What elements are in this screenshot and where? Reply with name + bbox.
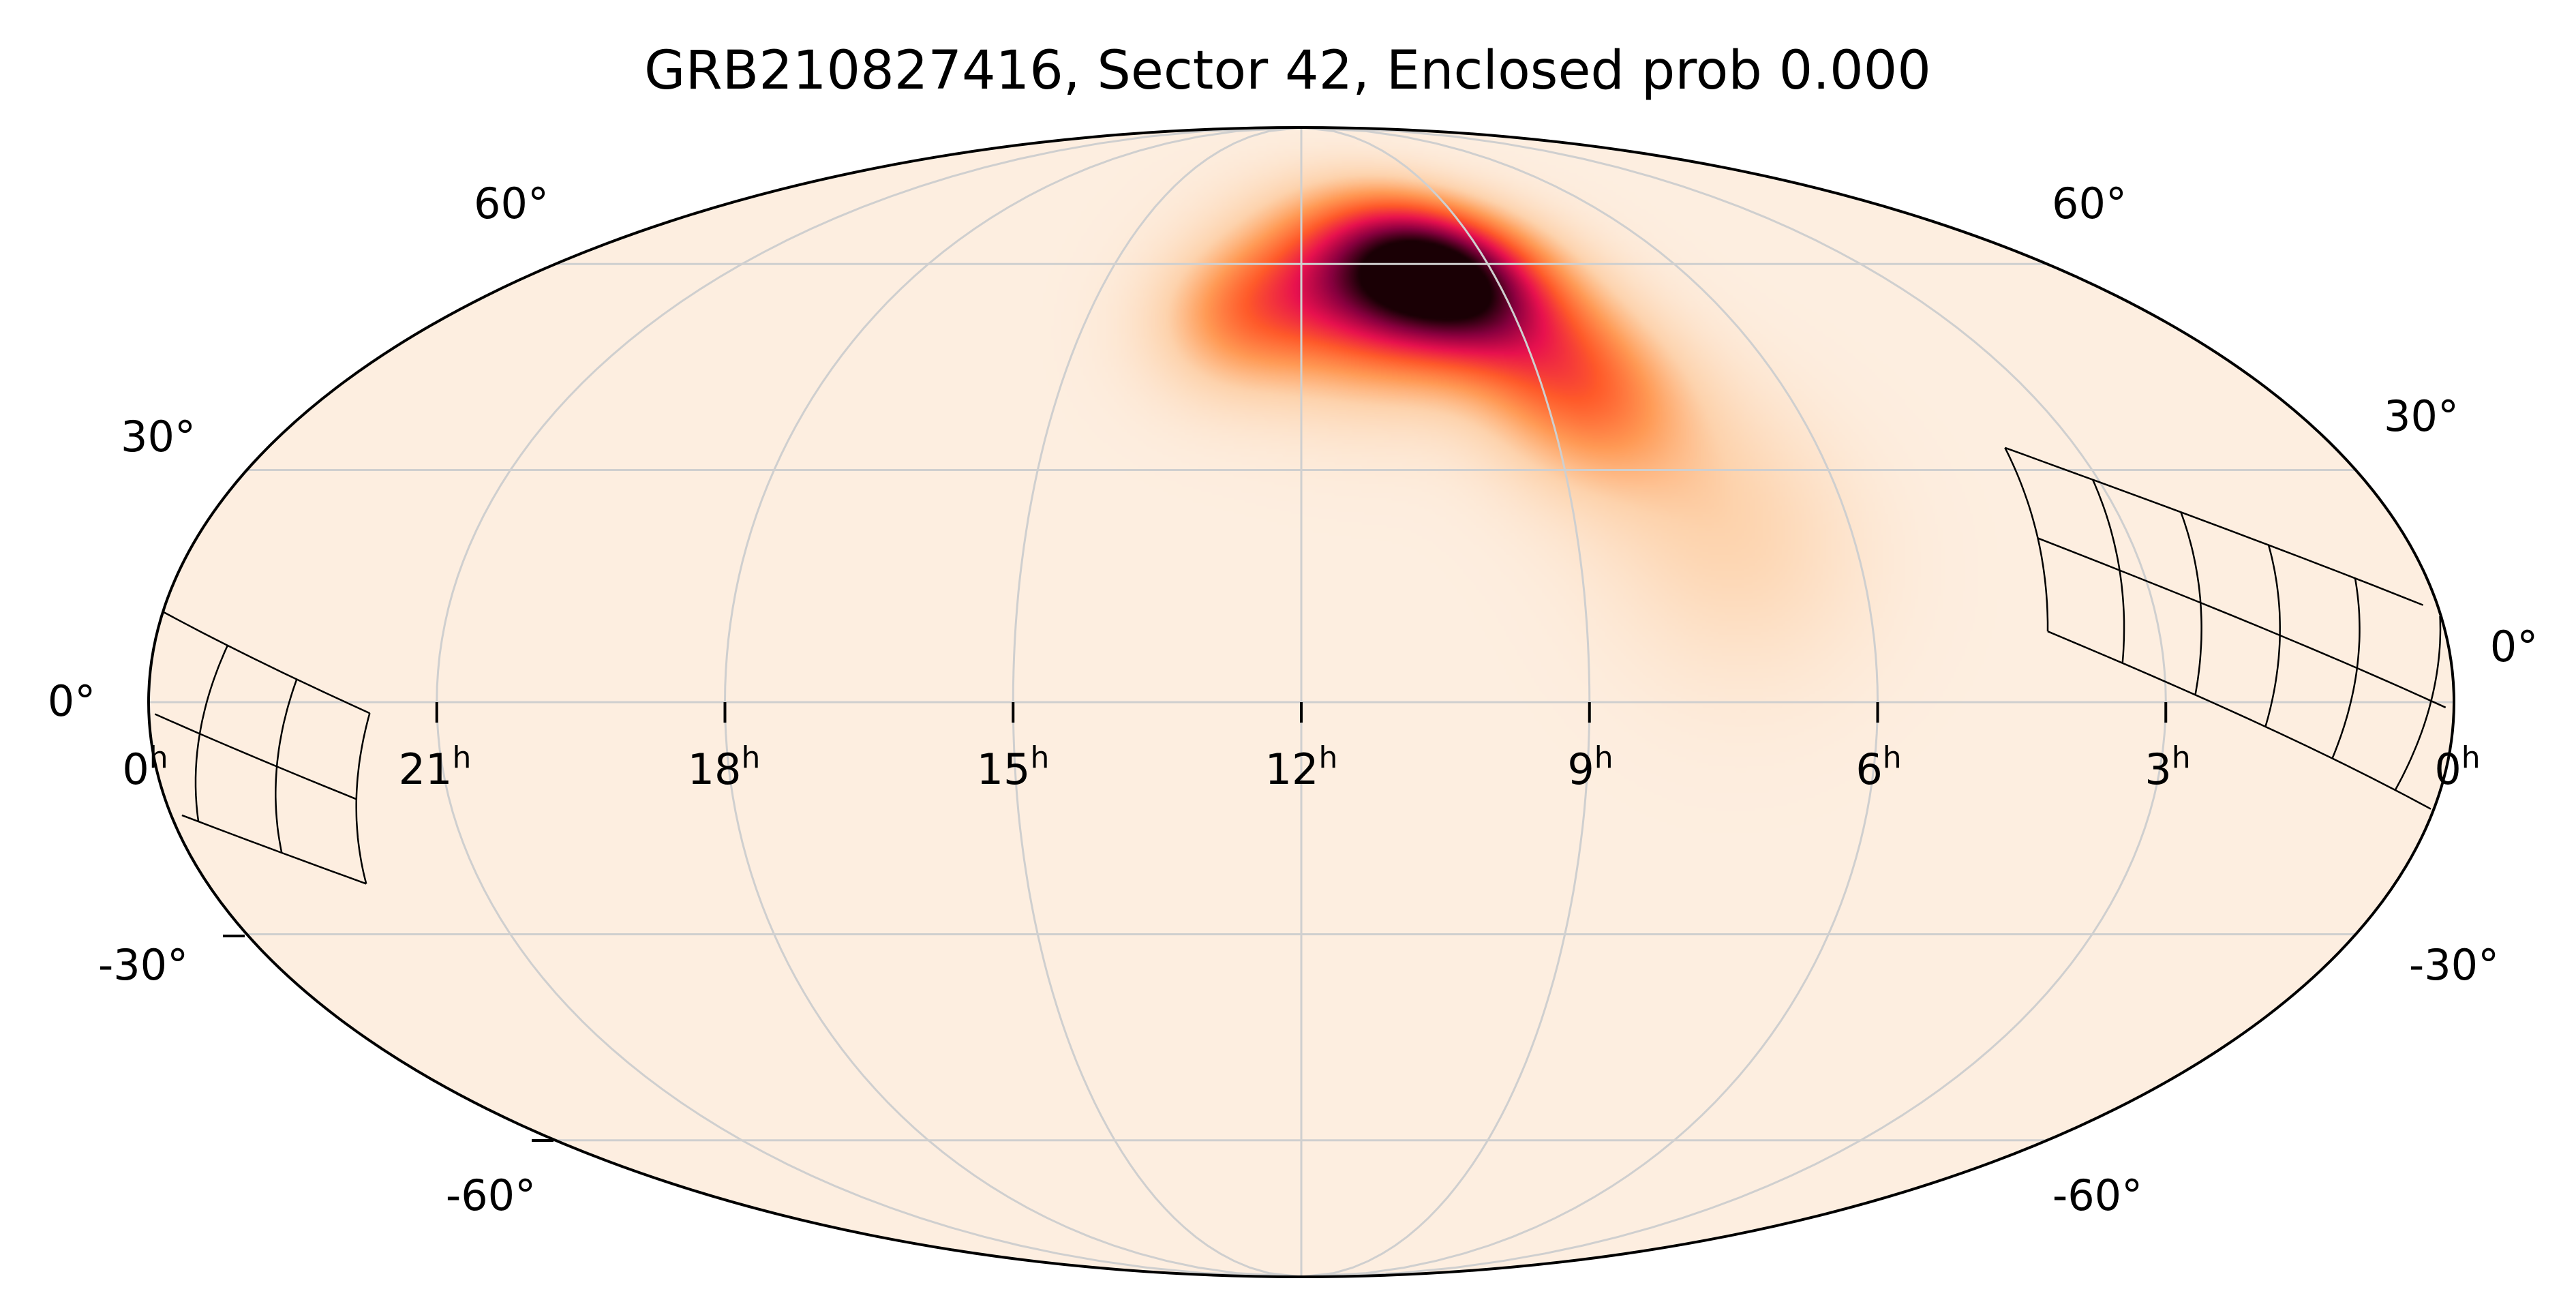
tick-labels: 0h 21h 18h 15h 12h 9h 6h 3h 0h60°30°0°-30°-60°60…: [48, 179, 2538, 1220]
ra-unit: h: [1319, 740, 1338, 775]
ra-tick-label: 6h: [1855, 740, 1901, 794]
ra-tick-label: 21h: [399, 740, 472, 794]
chart-title: GRB210827416, Sector 42, Enclosed prob 0…: [644, 40, 1931, 102]
ra-tick-label: 18h: [688, 740, 761, 794]
ra-unit: h: [453, 740, 472, 775]
dec-tick-label-right: 0°: [2490, 622, 2538, 671]
ra-hours: 18: [688, 744, 742, 794]
ra-unit: h: [1883, 740, 1902, 775]
dec-tick-label-left: 0°: [48, 676, 95, 726]
ccd-edge: [2331, 578, 2361, 759]
ccd-edge: [154, 537, 2446, 800]
ra-tick-label: 0h: [2434, 740, 2480, 794]
ra-hours: 0: [2434, 744, 2461, 794]
ra-unit: h: [742, 740, 761, 775]
ccd-edge: [275, 679, 298, 853]
ccd-edge: [2264, 545, 2281, 727]
ra-hours: 21: [399, 744, 453, 794]
ra-tick-label: 15h: [977, 740, 1050, 794]
ra-unit: h: [1031, 740, 1050, 775]
ra-tick-label: 0h: [122, 740, 168, 794]
ra-unit: h: [2172, 740, 2191, 775]
ra-hours: 0: [122, 744, 149, 794]
ra-unit: h: [2461, 740, 2481, 775]
ccd-edge: [162, 447, 2424, 714]
ra-tick-label: 9h: [1567, 740, 1613, 794]
ra-unit: h: [149, 740, 168, 775]
ra-hours: 12: [1265, 744, 1319, 794]
ccd-edge: [355, 712, 371, 884]
ccd-edge: [2004, 447, 2049, 632]
dec-tick-label-right: 30°: [2384, 391, 2459, 441]
ccd-edge: [2394, 616, 2442, 791]
dec-tick-label-left: -60°: [446, 1170, 536, 1220]
dec-tick-label-right: 60°: [2052, 179, 2127, 228]
map-outline: [147, 126, 2455, 1278]
ra-hours: 15: [977, 744, 1031, 794]
ra-unit: h: [1594, 740, 1613, 775]
dec-tick-label-left: -30°: [98, 940, 188, 990]
ccd-edge: [181, 631, 2431, 885]
dec-tick-label-right: -60°: [2052, 1170, 2142, 1220]
sector-footprint: [154, 447, 2446, 885]
ticks: [223, 702, 2168, 1142]
ra-hours: 6: [1855, 744, 1882, 794]
ra-tick-label: 12h: [1265, 740, 1338, 794]
dec-tick-label-left: 60°: [474, 179, 549, 228]
ccd-edge: [2180, 511, 2202, 695]
ra-hours: 9: [1567, 744, 1594, 794]
dec-tick-label-right: -30°: [2409, 940, 2499, 990]
ra-hours: 3: [2145, 744, 2171, 794]
ra-tick-label: 3h: [2145, 740, 2190, 794]
dec-tick-label-left: 30°: [121, 412, 196, 462]
ccd-edge: [194, 645, 229, 822]
ccd-edge: [2091, 479, 2125, 663]
